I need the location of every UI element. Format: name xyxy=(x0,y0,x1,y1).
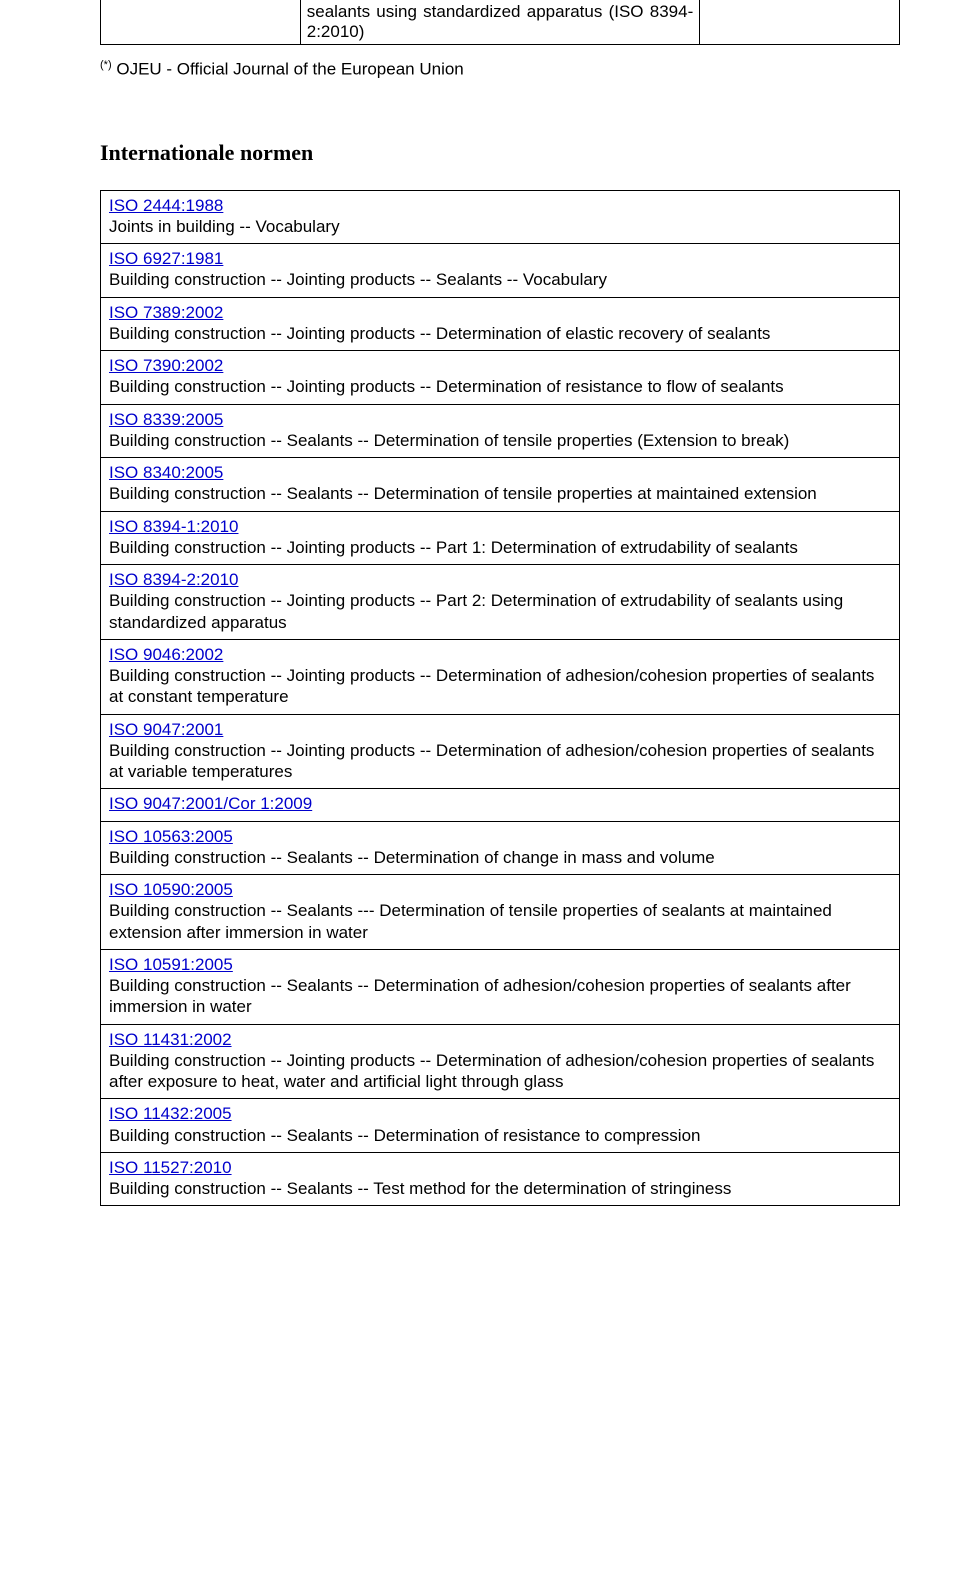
standard-cell: ISO 11527:2010 Building construction -- S… xyxy=(101,1152,900,1206)
standard-description: Joints in building -- Vocabulary xyxy=(109,217,340,236)
standard-description: Building construction -- Jointing produc… xyxy=(109,741,874,781)
standard-link[interactable]: ISO 11431:2002 xyxy=(109,1030,232,1049)
standard-cell: ISO 10590:2005 Building construction -- S… xyxy=(101,875,900,950)
table-row: ISO 10563:2005 Building construction -- S… xyxy=(101,821,900,875)
standard-link[interactable]: ISO 8339:2005 xyxy=(109,410,223,429)
standard-description: Building construction -- Sealants -- Det… xyxy=(109,848,715,867)
section-heading: Internationale normen xyxy=(100,140,900,166)
standard-cell: ISO 10563:2005 Building construction -- S… xyxy=(101,821,900,875)
standard-description: Building construction -- Sealants -- Tes… xyxy=(109,1179,731,1198)
standard-link[interactable]: ISO 7389:2002 xyxy=(109,303,223,322)
standard-cell: ISO 10591:2005 Building construction -- S… xyxy=(101,949,900,1024)
standard-description: Building construction -- Sealants --- De… xyxy=(109,901,832,941)
standard-description: Building construction -- Sealants -- Det… xyxy=(109,431,789,450)
standard-cell: ISO 2444:1988 Joints in building -- Vocab… xyxy=(101,190,900,244)
top-continuation-table: sealants using standardized apparatus (I… xyxy=(100,0,900,45)
table-row: ISO 8394-1:2010 Building construction -- … xyxy=(101,511,900,565)
table-row: ISO 8339:2005 Building construction -- Se… xyxy=(101,404,900,458)
standard-description: Building construction -- Jointing produc… xyxy=(109,1051,874,1091)
top-cell-middle: sealants using standardized apparatus (I… xyxy=(300,0,700,45)
table-row: ISO 9047:2001/Cor 1:2009 xyxy=(101,789,900,821)
standard-cell: ISO 8339:2005 Building construction -- Se… xyxy=(101,404,900,458)
standard-cell: ISO 11432:2005 Building construction -- S… xyxy=(101,1099,900,1153)
table-row: ISO 11432:2005 Building construction -- S… xyxy=(101,1099,900,1153)
table-row: ISO 11527:2010 Building construction -- S… xyxy=(101,1152,900,1206)
standard-cell: ISO 7390:2002 Building construction -- Jo… xyxy=(101,351,900,405)
footnote: (*) OJEU - Official Journal of the Europ… xyxy=(100,59,900,80)
table-row: ISO 9047:2001 Building construction -- Jo… xyxy=(101,714,900,789)
table-row: ISO 7389:2002 Building construction -- Jo… xyxy=(101,297,900,351)
standard-cell: ISO 9047:2001 Building construction -- Jo… xyxy=(101,714,900,789)
standard-cell: ISO 9047:2001/Cor 1:2009 xyxy=(101,789,900,821)
table-row: ISO 7390:2002 Building construction -- Jo… xyxy=(101,351,900,405)
standard-description: Building construction -- Sealants -- Det… xyxy=(109,976,851,1016)
standard-link[interactable]: ISO 11432:2005 xyxy=(109,1104,232,1123)
standard-description: Building construction -- Jointing produc… xyxy=(109,666,874,706)
page-container: sealants using standardized apparatus (I… xyxy=(0,0,960,1246)
standard-link[interactable]: ISO 8340:2005 xyxy=(109,463,223,482)
standard-link[interactable]: ISO 9047:2001 xyxy=(109,720,223,739)
standard-link[interactable]: ISO 10563:2005 xyxy=(109,827,233,846)
table-row: ISO 2444:1988 Joints in building -- Vocab… xyxy=(101,190,900,244)
table-row: ISO 8340:2005 Building construction -- Se… xyxy=(101,458,900,512)
table-row: sealants using standardized apparatus (I… xyxy=(101,0,900,45)
standard-link[interactable]: ISO 9046:2002 xyxy=(109,645,223,664)
standard-description: Building construction -- Jointing produc… xyxy=(109,324,770,343)
standard-description: Building construction -- Jointing produc… xyxy=(109,538,798,557)
standard-description: Building construction -- Jointing produc… xyxy=(109,591,843,631)
standard-link[interactable]: ISO 6927:1981 xyxy=(109,249,223,268)
standard-cell: ISO 8394-1:2010 Building construction -- … xyxy=(101,511,900,565)
standard-link[interactable]: ISO 2444:1988 xyxy=(109,196,223,215)
standard-link[interactable]: ISO 9047:2001/Cor 1:2009 xyxy=(109,794,312,813)
standard-link[interactable]: ISO 11527:2010 xyxy=(109,1158,232,1177)
standard-cell: ISO 9046:2002 Building construction -- Jo… xyxy=(101,639,900,714)
standard-link[interactable]: ISO 7390:2002 xyxy=(109,356,223,375)
standard-description: Building construction -- Sealants -- Det… xyxy=(109,1126,701,1145)
standard-cell: ISO 6927:1981 Building construction -- Jo… xyxy=(101,244,900,298)
standard-description: Building construction -- Sealants -- Det… xyxy=(109,484,817,503)
top-cell-left xyxy=(101,0,301,45)
standard-cell: ISO 11431:2002 Building construction -- J… xyxy=(101,1024,900,1099)
standard-description: Building construction -- Jointing produc… xyxy=(109,377,784,396)
standard-description: Building construction -- Jointing produc… xyxy=(109,270,607,289)
footnote-text: OJEU - Official Journal of the European … xyxy=(116,60,463,79)
table-row: ISO 10590:2005 Building construction -- S… xyxy=(101,875,900,950)
table-row: ISO 9046:2002 Building construction -- Jo… xyxy=(101,639,900,714)
table-row: ISO 6927:1981 Building construction -- Jo… xyxy=(101,244,900,298)
standard-cell: ISO 8394-2:2010 Building construction -- … xyxy=(101,565,900,640)
standard-link[interactable]: ISO 10591:2005 xyxy=(109,955,233,974)
standard-link[interactable]: ISO 10590:2005 xyxy=(109,880,233,899)
top-cell-right xyxy=(700,0,900,45)
footnote-marker: (*) xyxy=(100,59,112,71)
table-row: ISO 10591:2005 Building construction -- S… xyxy=(101,949,900,1024)
standard-link[interactable]: ISO 8394-2:2010 xyxy=(109,570,238,589)
standard-cell: ISO 8340:2005 Building construction -- Se… xyxy=(101,458,900,512)
standard-cell: ISO 7389:2002 Building construction -- Jo… xyxy=(101,297,900,351)
table-row: ISO 8394-2:2010 Building construction -- … xyxy=(101,565,900,640)
table-row: ISO 11431:2002 Building construction -- J… xyxy=(101,1024,900,1099)
standard-link[interactable]: ISO 8394-1:2010 xyxy=(109,517,238,536)
standards-table: ISO 2444:1988 Joints in building -- Vocab… xyxy=(100,190,900,1207)
